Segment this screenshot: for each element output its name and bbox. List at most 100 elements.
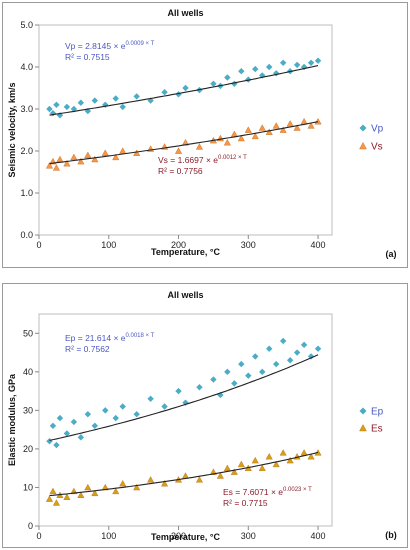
series-vs	[45, 117, 322, 171]
y-tick-label: 4.0	[20, 62, 33, 72]
equation-main: Es = 7.6071 × e	[223, 487, 283, 497]
data-point-vp	[63, 103, 71, 111]
chart-b: 0 10 20 30 40 50 0 100 200 300 400 All wells Tempera…	[7, 290, 397, 542]
data-point-es	[49, 487, 57, 495]
fit-equation-ep: Ep = 21.614 × e0.0018 × T	[65, 333, 155, 343]
y-tick-label: 10	[23, 482, 33, 492]
data-point-ep	[182, 399, 189, 406]
r-squared-ep: R² = 0.7562	[65, 344, 110, 354]
y-tick-label: 5.0	[20, 20, 33, 30]
data-point-vs	[195, 143, 203, 150]
data-point-vs	[63, 159, 71, 167]
equation-main: Ep = 21.614 × e	[65, 333, 126, 343]
data-point-vp	[314, 57, 322, 64]
data-point-vp	[245, 76, 252, 83]
data-point-ep	[293, 349, 301, 356]
data-point-vp	[182, 84, 189, 92]
legend-marker-vs	[359, 142, 367, 150]
data-point-ep	[266, 345, 273, 352]
data-point-ep	[245, 372, 252, 379]
data-point-vp	[210, 80, 217, 87]
data-point-ep	[196, 384, 203, 391]
series-vp	[46, 57, 322, 119]
data-point-vs	[237, 134, 245, 142]
data-point-es	[237, 460, 245, 468]
data-point-vs	[174, 147, 183, 154]
data-point-es	[91, 489, 99, 497]
x-tick-label: 400	[311, 240, 326, 250]
data-point-es	[251, 456, 259, 464]
data-point-vs	[84, 151, 92, 158]
data-point-es	[272, 460, 280, 468]
data-point-vp	[49, 110, 57, 117]
fit-equation-vs: Vs = 1.6697 × e0.0012 × T	[158, 155, 247, 165]
y-tick-label: 20	[23, 444, 33, 454]
fit-equation-es: Es = 7.6071 × e0.0023 × T	[223, 487, 312, 497]
data-point-ep	[279, 337, 287, 345]
data-point-vp	[238, 68, 245, 75]
data-point-es	[147, 476, 155, 483]
legend-label-es: Es	[371, 424, 383, 435]
data-point-ep	[91, 422, 99, 429]
data-point-vp	[56, 112, 64, 119]
legend-marker-es	[359, 424, 367, 432]
data-point-ep	[210, 376, 217, 383]
data-point-ep	[217, 391, 224, 399]
data-point-es	[216, 472, 224, 479]
data-point-vs	[307, 122, 315, 129]
y-tick-label: 40	[23, 367, 33, 377]
data-point-vp	[70, 105, 78, 113]
data-point-es	[279, 449, 287, 456]
equation-main: Vs = 1.6697 × e	[158, 155, 218, 165]
data-point-ep	[307, 353, 315, 360]
fit-line-vs	[49, 121, 319, 165]
equation-exponent: 0.0018 × T	[126, 333, 155, 339]
data-point-es	[230, 468, 238, 475]
data-point-vs	[244, 126, 252, 133]
data-point-ep	[231, 380, 238, 387]
data-point-vs	[279, 126, 287, 133]
data-point-vs	[45, 162, 54, 169]
data-point-es	[63, 493, 71, 500]
chart-panel-b: 0 10 20 30 40 50 0 100 200 300 400 All wells Tempera…	[2, 283, 408, 548]
legend-label-ep: Ep	[371, 407, 384, 418]
x-axis-label: Temperature, °C	[151, 247, 220, 257]
x-axis-label: Temperature, °C	[151, 532, 220, 542]
y-tick-label: 50	[23, 328, 33, 338]
y-tick-label: 1.0	[20, 188, 33, 198]
data-point-ep	[259, 368, 266, 376]
data-point-es	[223, 464, 231, 471]
data-point-ep	[175, 387, 182, 395]
panel-label: (b)	[385, 530, 397, 540]
fit-line-vp	[49, 65, 319, 116]
data-point-vp	[147, 97, 154, 104]
x-tick-label: 100	[101, 531, 116, 541]
data-point-ep	[77, 434, 85, 441]
data-point-vs	[101, 149, 109, 156]
data-point-ep	[252, 353, 259, 360]
x-tick-label: 400	[311, 531, 326, 541]
y-axis-label: Seismic velocity, km/s	[7, 83, 17, 178]
chart-title: All wells	[167, 290, 203, 300]
panel-label: (a)	[386, 249, 397, 259]
plot-area	[38, 313, 333, 527]
r-squared-vp: R² = 0.7515	[65, 52, 110, 62]
fit-equation-vp: Vp = 2.8145 × e0.0009 × T	[65, 41, 155, 51]
data-point-vp	[119, 103, 126, 111]
data-point-es	[77, 491, 85, 498]
x-tick-label: 0	[36, 531, 41, 541]
data-point-ep	[272, 360, 280, 368]
data-point-ep	[286, 357, 294, 364]
data-point-ep	[314, 345, 322, 352]
x-tick-label: 100	[101, 240, 116, 250]
data-point-es	[45, 495, 54, 502]
y-tick-label: 0	[28, 521, 33, 531]
x-tick-label: 300	[241, 531, 256, 541]
data-point-vs	[70, 153, 78, 161]
data-point-vp	[46, 105, 53, 113]
data-point-vp	[266, 63, 273, 71]
r-squared-es: R² = 0.7715	[223, 498, 268, 508]
data-point-vs	[265, 128, 273, 135]
data-point-vp	[175, 91, 182, 98]
legend-marker-ep	[359, 407, 367, 415]
